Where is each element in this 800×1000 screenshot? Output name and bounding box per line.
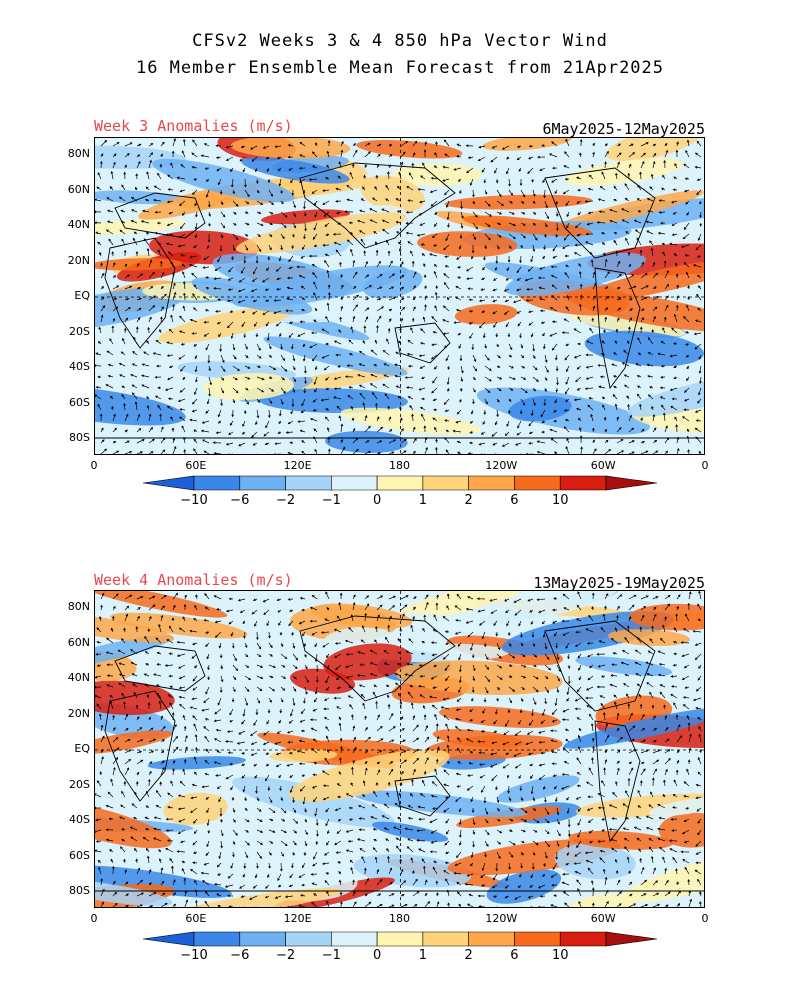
colorbar-swatch	[605, 475, 657, 491]
colorbar-swatch	[468, 475, 515, 491]
colorbar-label: −1	[321, 948, 341, 963]
panel1-date-range: 6May2025-12May2025	[542, 120, 705, 138]
lon-label: 0	[701, 912, 709, 925]
colorbar-swatch	[605, 931, 657, 947]
colorbar-swatch	[376, 475, 424, 491]
lon-label: 0	[90, 459, 98, 472]
panel2-anomaly-label: Week 4 Anomalies (m/s)	[94, 571, 293, 589]
lon-label: 60W	[590, 912, 616, 925]
colorbar-swatch	[422, 475, 469, 491]
lon-label: 120W	[485, 459, 518, 472]
panel2-wind-map	[94, 590, 705, 908]
lat-label: 20S	[69, 324, 90, 338]
panel2-date-range: 13May2025-19May2025	[533, 574, 705, 592]
lon-label: 60W	[590, 459, 616, 472]
colorbar-label: 2	[464, 948, 473, 963]
colorbar-swatch	[559, 931, 607, 947]
colorbar-swatch	[239, 475, 286, 491]
chart-title-line1: CFSv2 Weeks 3 & 4 850 hPa Vector Wind	[192, 31, 608, 51]
colorbar-swatch	[514, 475, 561, 491]
colorbar-label: −2	[275, 948, 296, 963]
lat-label: 40N	[67, 218, 90, 231]
colorbar-swatch	[143, 475, 195, 491]
colorbar-label: −2	[275, 493, 296, 508]
lat-label: 80S	[69, 884, 90, 897]
colorbar-label: 1	[418, 948, 428, 963]
colorbar-swatch	[239, 931, 286, 947]
lat-label: 80S	[69, 431, 90, 444]
colorbar-label: 10	[551, 948, 569, 963]
colorbar-swatch	[285, 931, 332, 947]
colorbar-swatch	[468, 931, 515, 947]
lat-label: 80N	[67, 600, 90, 613]
lat-label: 60S	[69, 848, 90, 862]
colorbar-label: −10	[180, 948, 208, 963]
colorbar-swatch	[285, 475, 332, 491]
lat-label: EQ	[74, 742, 90, 755]
colorbar-swatch	[331, 931, 378, 947]
lat-label: 60N	[67, 635, 90, 649]
panel1-anomaly-label: Week 3 Anomalies (m/s)	[94, 117, 293, 135]
colorbar-label: −10	[180, 493, 208, 508]
colorbar-label: 10	[551, 493, 569, 508]
colorbar-swatch	[422, 931, 469, 947]
colorbar-swatch	[559, 475, 607, 491]
colorbar-label: 0	[372, 493, 382, 508]
lon-label: 120W	[485, 912, 518, 925]
lon-label: 60E	[185, 459, 207, 472]
lat-label: 60S	[69, 395, 90, 409]
colorbar-label: 6	[510, 493, 519, 508]
lon-label: 120E	[283, 459, 312, 472]
lon-label: 180	[389, 912, 410, 925]
lat-label: EQ	[74, 289, 90, 302]
lon-label: 60E	[185, 912, 207, 925]
panel2-colorbar	[143, 931, 657, 947]
lat-label: 20N	[67, 253, 90, 267]
colorbar-label: −6	[230, 493, 250, 508]
lon-label: 0	[701, 459, 709, 472]
panel1-wind-map	[94, 137, 705, 455]
colorbar-swatch	[376, 931, 424, 947]
lat-label: 40S	[69, 360, 90, 373]
colorbar-label: 2	[464, 493, 473, 508]
lat-label: 20N	[67, 706, 90, 720]
colorbar-swatch	[193, 931, 241, 947]
colorbar-label: 6	[510, 948, 519, 963]
lat-label: 80N	[67, 147, 90, 160]
panel1-colorbar	[143, 475, 657, 491]
colorbar-swatch	[514, 931, 561, 947]
lat-label: 40N	[67, 671, 90, 684]
lat-label: 20S	[69, 777, 90, 791]
colorbar-label: 0	[372, 948, 382, 963]
chart-title-line2: 16 Member Ensemble Mean Forecast from 21…	[135, 58, 665, 78]
lat-label: 40S	[69, 813, 90, 826]
colorbar-label: −6	[230, 948, 250, 963]
colorbar-swatch	[143, 931, 195, 947]
colorbar-swatch	[331, 475, 378, 491]
lon-label: 120E	[283, 912, 312, 925]
colorbar-label: −1	[321, 493, 341, 508]
lat-label: 60N	[67, 182, 90, 196]
colorbar-swatch	[193, 475, 241, 491]
lon-label: 180	[389, 459, 410, 472]
colorbar-label: 1	[418, 493, 428, 508]
lon-label: 0	[90, 912, 98, 925]
